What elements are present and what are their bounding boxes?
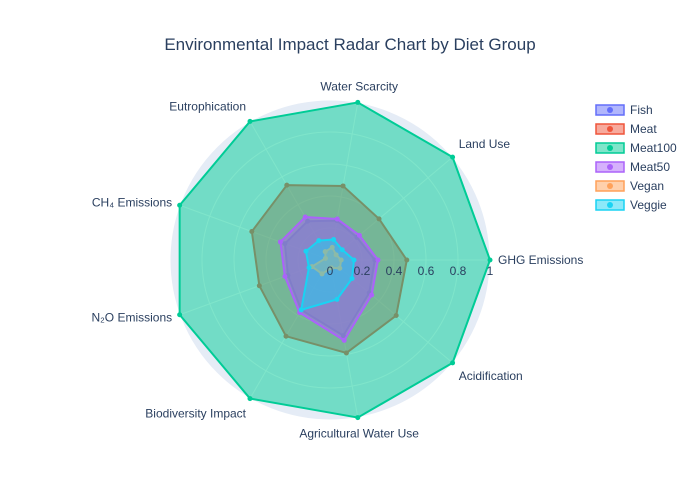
legend-label: Veggie [630,198,667,212]
data-point [334,216,340,222]
legend-item-meat[interactable]: Meat [595,122,657,136]
radial-tick-label: 0.2 [354,264,371,278]
series-veggie [298,237,357,313]
series-area [300,238,355,311]
radial-tick-label: 0.4 [386,264,403,278]
axis-label: GHG Emissions [498,253,583,267]
data-point [277,239,283,245]
radial-axis-ticks: 0 0.2 0.4 0.6 0.8 1 [327,264,494,278]
data-point [487,257,493,263]
legend-label: Meat100 [630,141,677,155]
axis-label: N₂O Emissions [91,310,172,324]
chart-title: Environmental Impact Radar Chart by Diet… [164,35,535,54]
data-point [306,265,312,271]
data-point [351,257,357,263]
data-point [303,248,309,254]
data-point [331,237,337,243]
axis-label: Eutrophication [169,100,246,114]
legend-marker [607,164,613,170]
data-point [450,360,456,366]
legend-label: Meat [630,122,657,136]
axis-label: Water Scarcity [320,80,398,94]
legend-label: Fish [630,103,653,117]
data-point [302,214,308,220]
axis-label: Agricultural Water Use [299,426,419,440]
legend-label: Vegan [630,179,664,193]
legend-item-vegan[interactable]: Vegan [595,179,664,193]
data-point [369,292,375,298]
data-point [349,276,355,282]
data-point [341,337,347,343]
data-point [355,415,361,421]
radial-tick-label: 0.6 [418,264,435,278]
radial-tick-label: 0 [327,264,334,278]
legend-marker [607,107,613,113]
radial-tick-label: 0.8 [450,264,467,278]
legend: Fish Meat Meat100 Meat50 Vegan Veggie [595,103,677,212]
legend-item-meat100[interactable]: Meat100 [595,141,677,155]
legend-item-meat50[interactable]: Meat50 [595,160,670,174]
axis-label: Land Use [459,137,511,151]
legend-item-fish[interactable]: Fish [595,103,653,117]
data-point [298,307,304,313]
data-point [177,202,183,208]
data-point [450,154,456,160]
legend-item-veggie[interactable]: Veggie [595,198,667,212]
axis-label: CH₄ Emissions [92,196,172,210]
series-layer [177,99,493,421]
legend-label: Meat50 [630,160,670,174]
data-point [356,232,362,238]
data-point [282,273,288,279]
data-point [316,238,322,244]
data-point [339,247,345,253]
radial-tick-label: 1 [487,264,494,278]
axis-label: Acidification [459,369,523,383]
angular-axis-labels: GHG Emissions Land Use Water Scarcity Eutro… [91,80,583,441]
data-point [375,257,381,263]
legend-marker [607,202,613,208]
data-point [355,99,361,105]
axis-label: Biodiversity Impact [145,406,246,420]
legend-marker [607,183,613,189]
legend-marker [607,145,613,151]
data-point [334,296,340,302]
legend-marker [607,126,613,132]
data-point [247,118,253,124]
data-point [177,312,183,318]
data-point [247,396,253,402]
